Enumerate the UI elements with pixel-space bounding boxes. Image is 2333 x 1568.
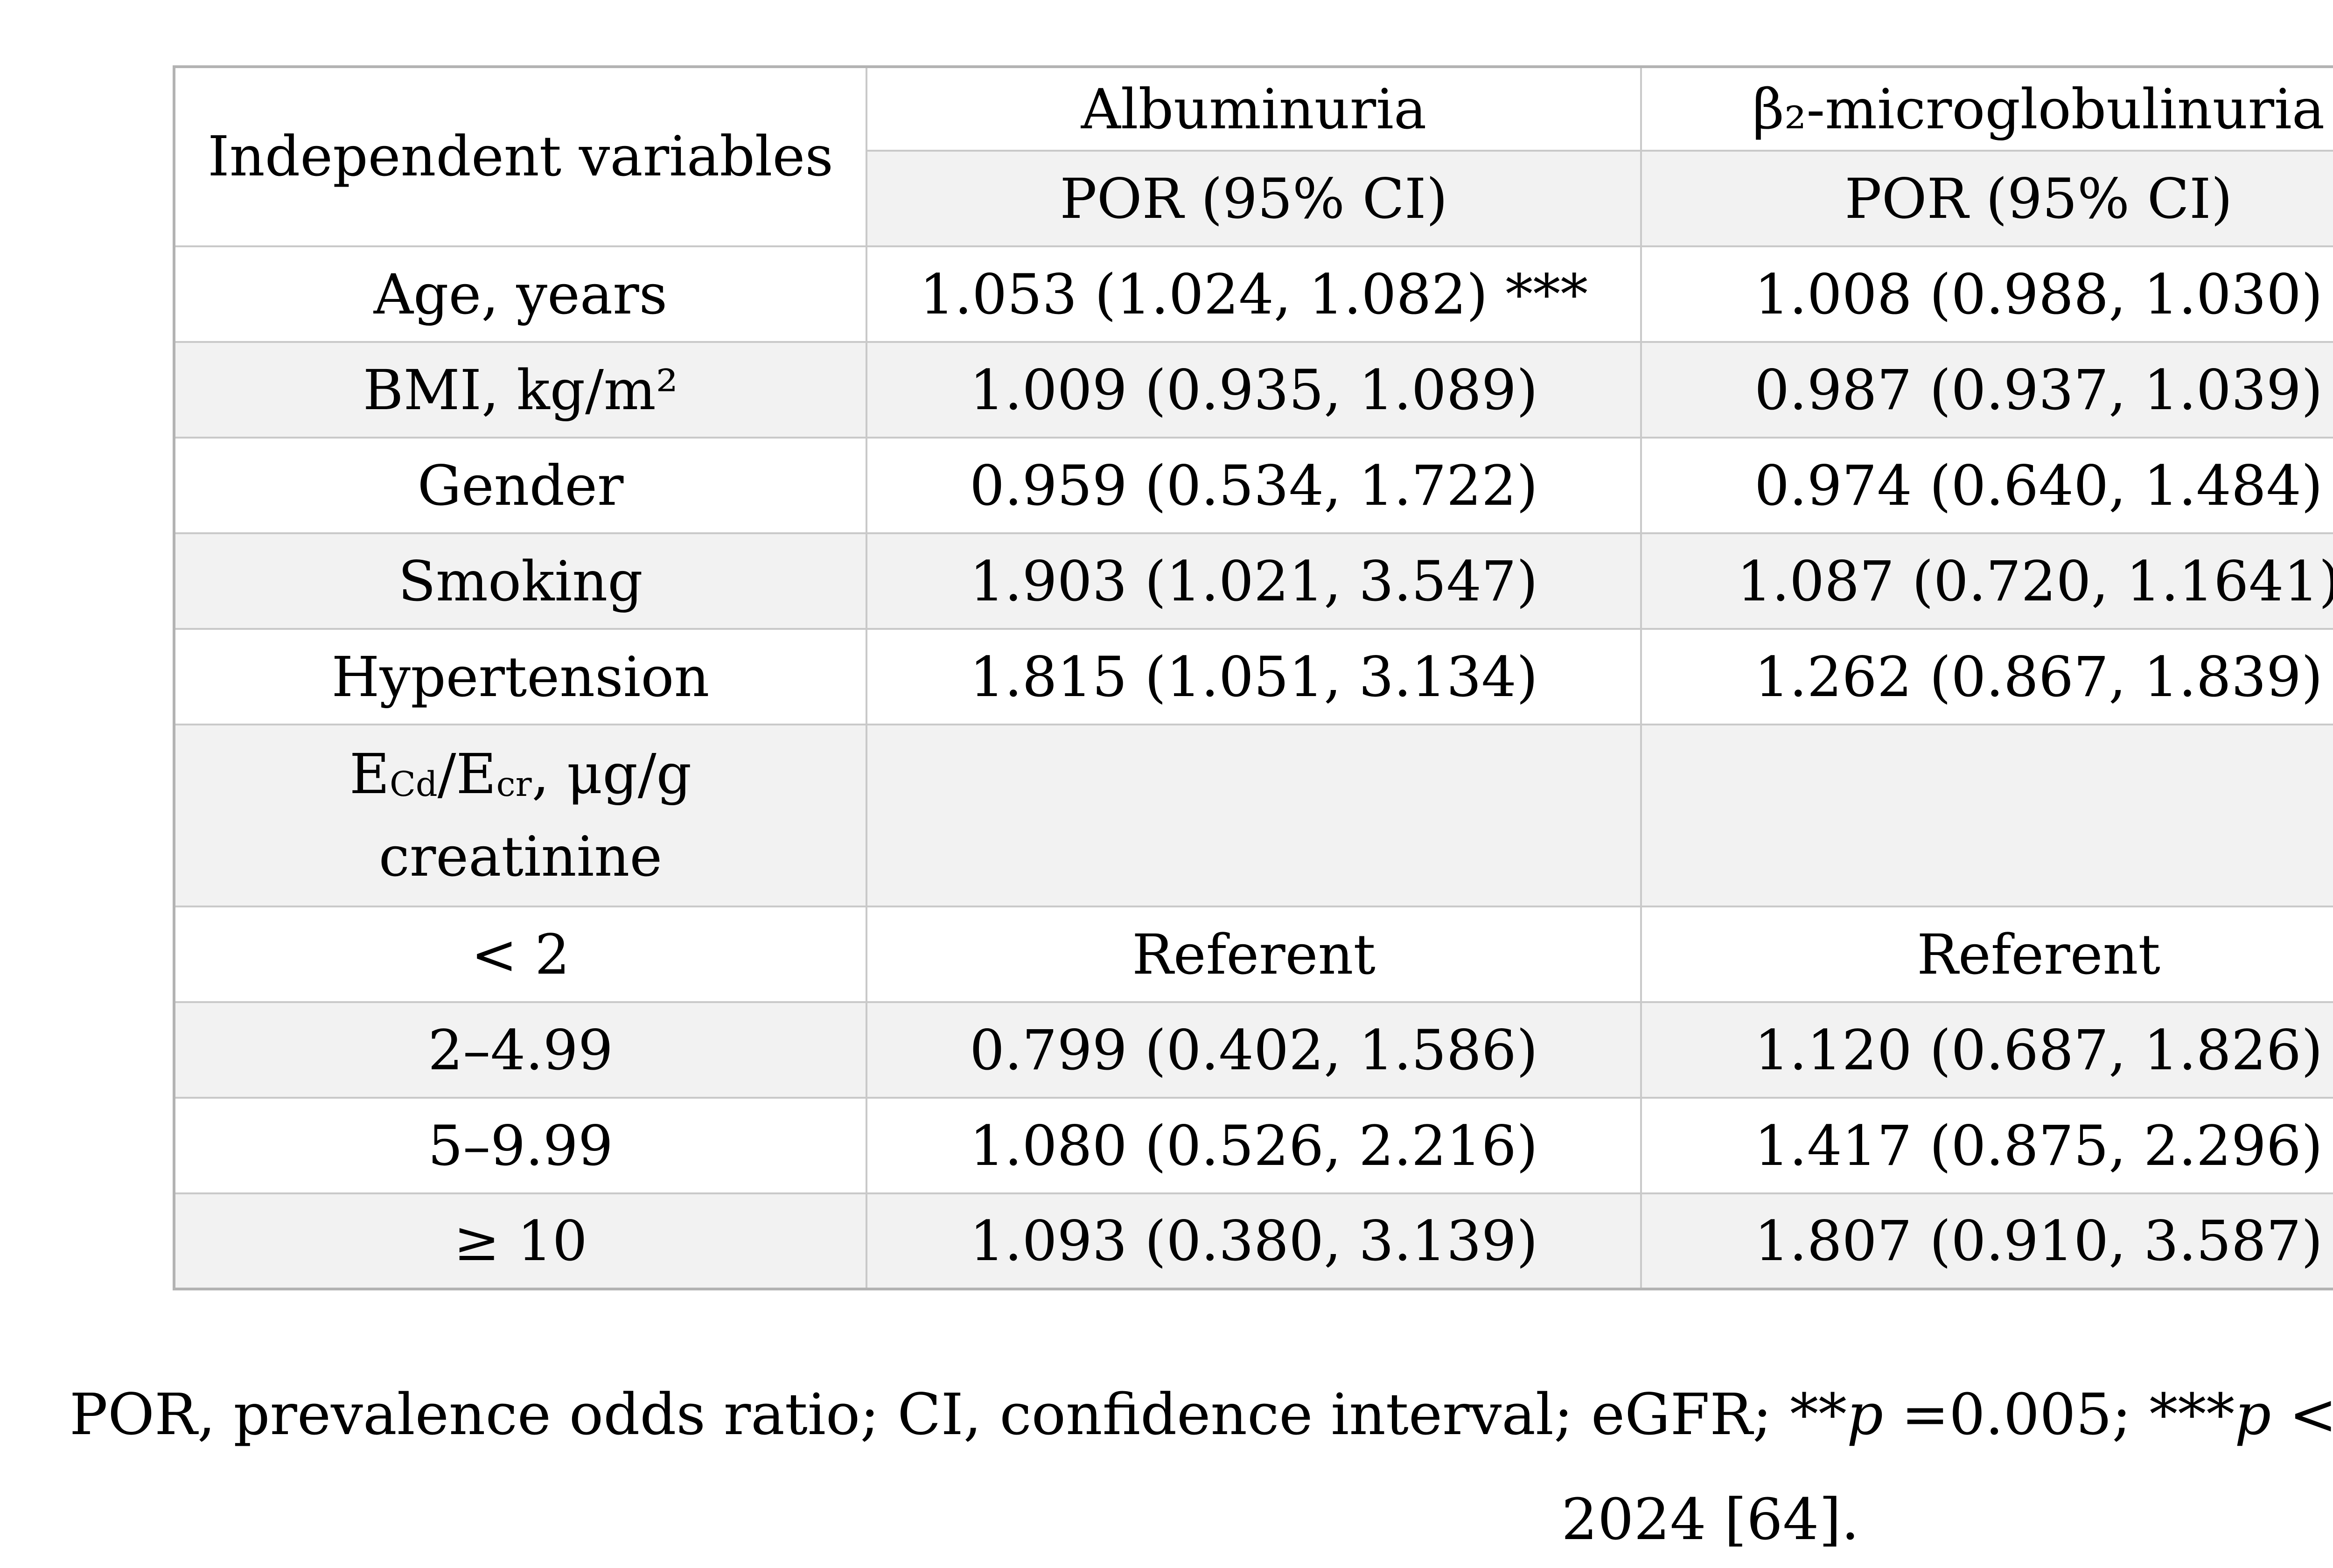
- table-footnote: POR, prevalence odds ratio; CI, confiden…: [0, 1362, 2333, 1568]
- footnote-line-2: 2024 [64].: [1561, 1486, 1859, 1553]
- column-header-albuminuria: Albuminuria: [866, 66, 1642, 152]
- value-cell: 1.008 (0.988, 1.030): [1640, 245, 2333, 343]
- value-cell: 1.120 (0.687, 1.826): [1640, 1001, 2333, 1099]
- value-cell: 1.009 (0.935, 1.089): [866, 341, 1642, 439]
- table-row-gender: Gender 0.959 (0.534, 1.722) 0.974 (0.640…: [173, 437, 2333, 534]
- value-cell: 1.080 (0.526, 2.216): [866, 1097, 1642, 1194]
- value-cell: 1.053 (1.024, 1.082) ***: [866, 245, 1642, 343]
- row-label-hypertension: Hypertension: [173, 628, 867, 725]
- table-row-smoking: Smoking 1.903 (1.021, 3.547) 1.087 (0.72…: [173, 532, 2333, 630]
- subheader-row: POR (95% CI) POR (95% CI) POR (95% CI): [174, 150, 2333, 247]
- table-row-lt2: < 2 Referent Referent Referent: [173, 906, 2333, 1003]
- header-row: Independent variables Albuminuria β₂-mic…: [173, 66, 2333, 247]
- value-cell-empty: [866, 724, 1642, 907]
- table-row-2-4-99: 2–4.99 0.799 (0.402, 1.586) 1.120 (0.687…: [173, 1001, 2333, 1099]
- value-cell: 1.262 (0.867, 1.839): [1640, 628, 2333, 725]
- table-row-hypertension: Hypertension 1.815 (1.051, 3.134) 1.262 …: [173, 628, 2333, 725]
- value-cell: 1.815 (1.051, 3.134): [866, 628, 1642, 725]
- row-label-ecd-ecr: ECd/Ecr, μg/g creatinine: [173, 724, 867, 907]
- row-label-bmi: BMI, kg/m²: [173, 341, 867, 439]
- row-label-lt2: < 2: [173, 906, 867, 1003]
- subheader-por-ci-albuminuria: POR (95% CI): [866, 150, 1642, 247]
- ecd-line2: creatinine: [378, 824, 663, 889]
- row-label-5-9-99: 5–9.99: [173, 1097, 867, 1194]
- corner-header-cell: Independent variables: [173, 66, 867, 247]
- value-cell: Referent: [1640, 906, 2333, 1003]
- table-row-5-9-99: 5–9.99 1.080 (0.526, 2.216) 1.417 (0.875…: [173, 1097, 2333, 1194]
- ecd-line1: ECd/Ecr, μg/g: [349, 742, 692, 806]
- results-table: Independent variables Albuminuria β₂-mic…: [173, 65, 2333, 1290]
- value-cell: 1.087 (0.720, 1.1641): [1640, 532, 2333, 630]
- value-cell: 0.959 (0.534, 1.722): [866, 437, 1642, 534]
- value-cell: 1.093 (0.380, 3.139): [866, 1192, 1642, 1290]
- footnote-line-1: POR, prevalence odds ratio; CI, confiden…: [69, 1381, 2333, 1448]
- value-cell: 1.807 (0.910, 3.587): [1640, 1192, 2333, 1290]
- row-label-smoking: Smoking: [173, 532, 867, 630]
- value-cell-empty: [1640, 724, 2333, 907]
- value-cell: 0.799 (0.402, 1.586): [866, 1001, 1642, 1099]
- row-label-ge10: ≥ 10: [173, 1192, 867, 1290]
- table-row-ge10: ≥ 10 1.093 (0.380, 3.139) 1.807 (0.910, …: [173, 1192, 2333, 1290]
- value-cell: 0.987 (0.937, 1.039): [1640, 341, 2333, 439]
- value-cell: 0.974 (0.640, 1.484): [1640, 437, 2333, 534]
- row-label-age: Age, years: [173, 245, 867, 343]
- value-cell: 1.903 (1.021, 3.547): [866, 532, 1642, 630]
- table-row-bmi: BMI, kg/m² 1.009 (0.935, 1.089) 0.987 (0…: [173, 341, 2333, 439]
- value-cell: Referent: [866, 906, 1642, 1003]
- table-row-ecd-ecr: ECd/Ecr, μg/g creatinine: [173, 724, 2333, 907]
- value-cell: 1.417 (0.875, 2.296): [1640, 1097, 2333, 1194]
- table-row-age: Age, years 1.053 (1.024, 1.082) *** 1.00…: [173, 245, 2333, 343]
- row-label-gender: Gender: [173, 437, 867, 534]
- column-header-b2-microglobulinuria: β₂-microglobulinuria: [1640, 66, 2333, 152]
- row-label-2-4-99: 2–4.99: [173, 1001, 867, 1099]
- subheader-por-ci-b2m: POR (95% CI): [1640, 150, 2333, 247]
